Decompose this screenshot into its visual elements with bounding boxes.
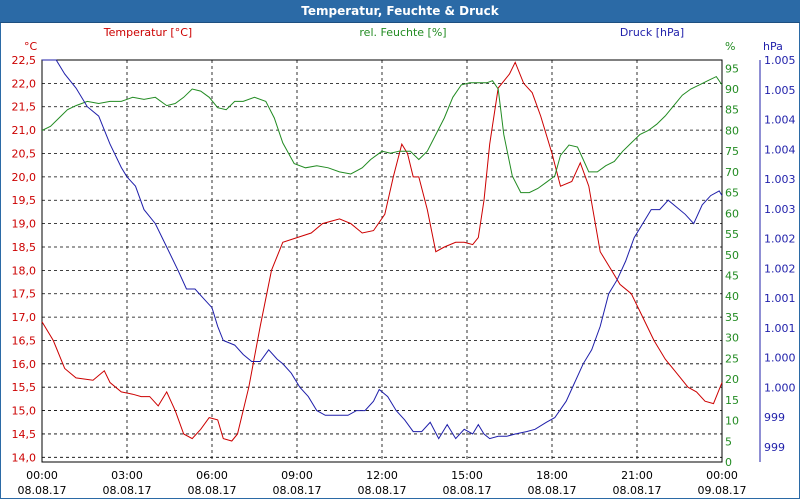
tick-label-temperature: 15,0	[12, 405, 37, 418]
tick-label-pressure: 1.005	[764, 84, 796, 97]
tick-label-humidity: 45	[725, 270, 739, 283]
tick-label-temperature: 20,0	[12, 171, 37, 184]
tick-label-time: 12:00	[366, 469, 398, 482]
series-pressure-line	[42, 59, 723, 440]
tick-label-humidity: 90	[725, 83, 739, 96]
tick-label-humidity: 20	[725, 373, 739, 386]
tick-label-humidity: 0	[725, 456, 732, 469]
tick-label-pressure: 1.003	[764, 203, 796, 216]
legend-temperature: Temperatur [°C]	[103, 26, 192, 39]
tick-label-temperature: 19,5	[12, 194, 37, 207]
tick-label-humidity: 5	[725, 435, 732, 448]
tick-label-temperature: 22,0	[12, 77, 37, 90]
tick-label-humidity: 30	[725, 332, 739, 345]
series-humidity-line	[41, 75, 723, 194]
tick-label-humidity: 10	[725, 415, 739, 428]
tick-label-temperature: 18,5	[12, 241, 37, 254]
tick-label-date: 08.08.17	[358, 484, 407, 497]
series-lines	[41, 59, 723, 442]
tick-label-pressure: 999	[764, 441, 785, 454]
tick-label-time: 15:00	[451, 469, 483, 482]
tick-label-date: 09.08.17	[698, 484, 747, 497]
tick-label-temperature: 15,5	[12, 381, 37, 394]
tick-label-humidity: 55	[725, 228, 739, 241]
tick-label-humidity: 75	[725, 145, 739, 158]
tick-label-temperature: 17,0	[12, 311, 37, 324]
tick-label-humidity: 40	[725, 290, 739, 303]
tick-label-date: 08.08.17	[188, 484, 237, 497]
tick-label-time: 00:00	[26, 469, 58, 482]
tick-label-temperature: 14,5	[12, 428, 37, 441]
legend: Temperatur [°C] rel. Feuchte [%] Druck [hP…	[103, 26, 684, 39]
tick-label-humidity: 85	[725, 104, 739, 117]
axis-time: 00:00 08.08.17 03:00 08.08.17 06:00 08.08.17 0…	[18, 469, 747, 497]
tick-label-temperature: 22,5	[12, 54, 37, 67]
tick-label-humidity: 70	[725, 166, 739, 179]
tick-label-pressure: 1.002	[764, 233, 796, 246]
tick-label-pressure: 1.002	[764, 262, 796, 275]
axis-unit-humidity: %	[725, 40, 735, 53]
axis-temperature: °C22,5 22,0 21,5 21,0 20,5 20,0 19,5 19,0 18,5 18…	[12, 40, 38, 464]
tick-label-time: 00:00	[706, 469, 738, 482]
series-temperature-line	[41, 61, 723, 442]
tick-label-temperature: 16,0	[12, 358, 37, 371]
tick-label-pressure: 999	[764, 411, 785, 424]
tick-label-humidity: 65	[725, 187, 739, 200]
tick-label-humidity: 25	[725, 352, 739, 365]
axis-unit-pressure: hPa	[763, 40, 783, 53]
tick-label-temperature: 21,0	[12, 124, 37, 137]
tick-label-humidity: 60	[725, 207, 739, 220]
tick-label-humidity: 50	[725, 249, 739, 262]
tick-label-pressure: 1.001	[764, 292, 796, 305]
tick-label-pressure: 1.001	[764, 322, 796, 335]
tick-label-humidity: 35	[725, 311, 739, 324]
tick-label-time: 06:00	[196, 469, 228, 482]
tick-label-time: 18:00	[536, 469, 568, 482]
tick-label-pressure: 1.004	[764, 143, 796, 156]
tick-label-time: 03:00	[111, 469, 143, 482]
tick-label-temperature: 16,5	[12, 334, 37, 347]
tick-label-time: 09:00	[281, 469, 313, 482]
tick-label-date: 08.08.17	[528, 484, 577, 497]
tick-label-humidity: 95	[725, 62, 739, 75]
tick-label-pressure: 1.000	[764, 352, 796, 365]
tick-label-date: 08.08.17	[18, 484, 67, 497]
tick-label-temperature: 17,5	[12, 288, 37, 301]
tick-label-pressure: 1.005	[764, 54, 796, 67]
tick-label-date: 08.08.17	[103, 484, 152, 497]
legend-humidity: rel. Feuchte [%]	[359, 26, 446, 39]
tick-label-temperature: 14,0	[12, 451, 37, 464]
tick-label-pressure: 1.000	[764, 381, 796, 394]
window-title: Temperatur, Feuchte & Druck	[301, 4, 499, 18]
title-bar: Temperatur, Feuchte & Druck	[0, 0, 800, 23]
tick-label-date: 08.08.17	[613, 484, 662, 497]
grid-lines	[41, 59, 723, 463]
tick-label-temperature: 18,0	[12, 264, 37, 277]
tick-label-date: 08.08.17	[443, 484, 492, 497]
tick-label-pressure: 1.003	[764, 173, 796, 186]
tick-label-time: 21:00	[621, 469, 653, 482]
tick-label-temperature: 20,5	[12, 147, 37, 160]
tick-label-temperature: 19,0	[12, 218, 37, 231]
tick-label-date: 08.08.17	[273, 484, 322, 497]
axis-pressure: hPa1.0051.0051.0041.0041.0031.0031.0021.…	[759, 40, 796, 462]
tick-label-humidity: 15	[725, 394, 739, 407]
legend-pressure: Druck [hPa]	[620, 26, 684, 39]
axis-unit-temperature: °C	[24, 40, 38, 53]
tick-label-pressure: 1.004	[764, 114, 796, 127]
tick-label-temperature: 21,5	[12, 101, 37, 114]
tick-label-humidity: 80	[725, 124, 739, 137]
